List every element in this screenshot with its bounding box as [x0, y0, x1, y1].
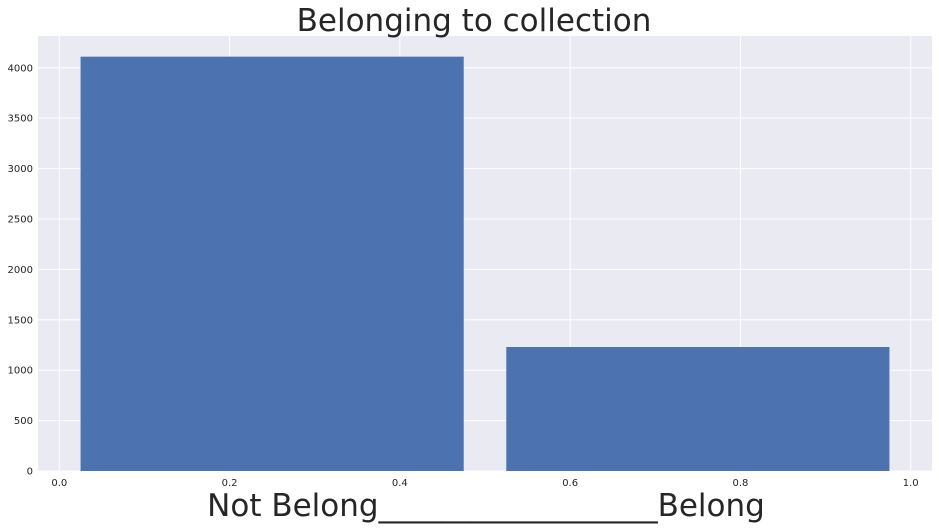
x-axis-label: Not Belong__________________Belong: [207, 488, 765, 524]
chart-title: Belonging to collection: [297, 3, 652, 39]
bars: [80, 56, 890, 471]
x-tick-label: 0.6: [562, 478, 578, 489]
x-tick-labels: 0.0 0.2 0.4 0.6 0.8 1.0: [51, 478, 918, 489]
y-tick-label: 3500: [8, 114, 33, 125]
bar: [506, 347, 890, 471]
y-tick-label: 500: [14, 416, 33, 427]
y-tick-label: 1000: [8, 366, 33, 377]
x-tick-label: 0.2: [222, 478, 238, 489]
bar: [80, 56, 464, 471]
x-tick-label: 1.0: [903, 478, 919, 489]
y-tick-label: 4000: [8, 63, 33, 74]
y-tick-label: 2000: [8, 265, 33, 276]
y-tick-label: 1500: [8, 315, 33, 326]
y-tick-labels: 0 500 1000 1500 2000 2500 3000 3500 4000: [8, 63, 33, 477]
x-tick-label: 0.0: [51, 478, 67, 489]
x-tick-label: 0.4: [392, 478, 408, 489]
y-tick-label: 0: [27, 467, 33, 478]
y-tick-label: 2500: [8, 214, 33, 225]
x-tick-label: 0.8: [732, 478, 748, 489]
y-tick-label: 3000: [8, 164, 33, 175]
